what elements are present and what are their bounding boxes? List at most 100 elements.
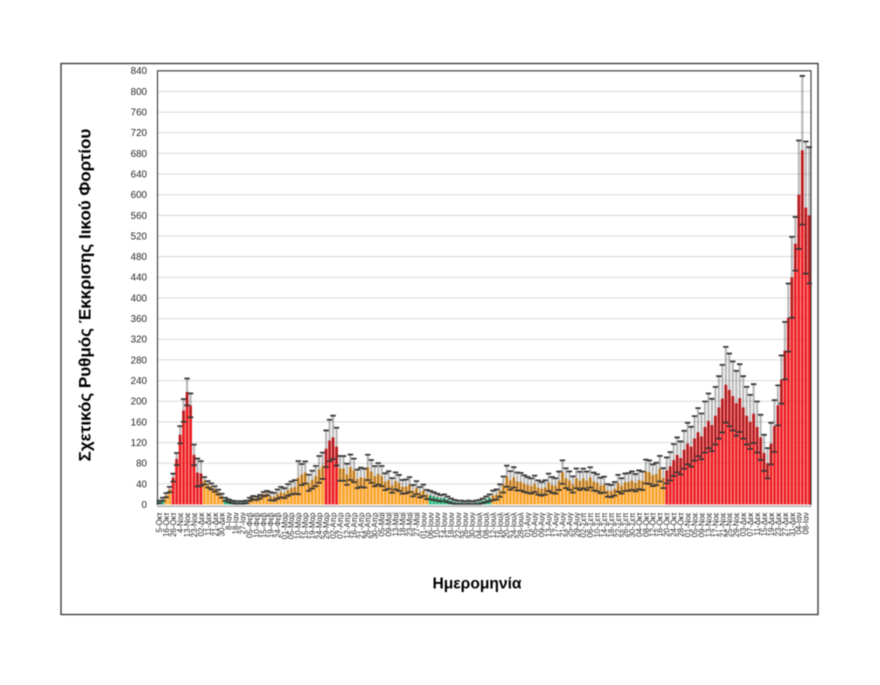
svg-text:11-Δεκ: 11-Δεκ	[753, 512, 762, 535]
svg-text:01-Νοε: 01-Νοε	[684, 512, 693, 537]
svg-text:600: 600	[131, 190, 148, 201]
svg-text:480: 480	[131, 252, 148, 263]
svg-text:360: 360	[131, 314, 148, 325]
svg-text:10-Ιουν: 10-Ιουν	[433, 512, 442, 538]
svg-text:24-Φεβ: 24-Φεβ	[273, 512, 282, 538]
svg-text:24-Μαρ: 24-Μαρ	[315, 512, 324, 539]
svg-text:28-Ιουλ: 28-Ιουλ	[517, 512, 526, 538]
svg-text:08-Ιαν: 08-Ιαν	[802, 512, 811, 534]
svg-text:04-Οκτ: 04-Οκτ	[635, 512, 644, 537]
svg-text:21-Δεκ: 21-Δεκ	[211, 512, 220, 536]
svg-text:05-Αυγ: 05-Αυγ	[531, 512, 540, 537]
svg-text:24-Ιουλ: 24-Ιουλ	[510, 512, 519, 538]
svg-text:21-Νοε: 21-Νοε	[718, 512, 727, 537]
svg-text:31-Δεκ: 31-Δεκ	[788, 512, 797, 536]
svg-text:27-Μαϊ: 27-Μαϊ	[412, 512, 421, 536]
svg-text:760: 760	[131, 108, 148, 119]
svg-text:09-Αυγ: 09-Αυγ	[538, 512, 547, 537]
svg-text:17-Νοε: 17-Νοε	[711, 512, 720, 537]
svg-text:02-Δεκ: 02-Δεκ	[197, 512, 206, 536]
svg-text:05-Νοε: 05-Νοε	[690, 512, 699, 537]
svg-text:18-Ιουν: 18-Ιουν	[447, 512, 456, 538]
svg-text:18-Ιαν: 18-Ιαν	[232, 512, 241, 534]
svg-text:13-Μαϊ: 13-Μαϊ	[392, 512, 401, 536]
svg-text:21-Αυγ: 21-Αυγ	[558, 512, 567, 537]
svg-text:200: 200	[131, 397, 148, 408]
svg-text:18-Σεπ: 18-Σεπ	[607, 512, 616, 538]
svg-text:13-Αυγ: 13-Αυγ	[544, 512, 553, 537]
svg-text:06-Ιουν: 06-Ιουν	[426, 512, 435, 538]
svg-text:05-Φεβ: 05-Φεβ	[246, 512, 255, 538]
svg-text:19-Μαρ: 19-Μαρ	[308, 512, 317, 539]
svg-text:640: 640	[131, 169, 148, 180]
svg-text:01-Ιουν: 01-Ιουν	[419, 512, 428, 538]
svg-text:01-Μαρ: 01-Μαρ	[280, 512, 289, 539]
svg-text:19-Φεβ: 19-Φεβ	[266, 512, 275, 538]
svg-text:160: 160	[131, 417, 148, 428]
svg-text:40: 40	[136, 479, 147, 490]
svg-text:05-Μαϊ: 05-Μαϊ	[378, 512, 387, 536]
svg-text:0: 0	[142, 500, 148, 511]
svg-text:13-Νοε: 13-Νοε	[704, 512, 713, 537]
svg-text:02-Σεπ: 02-Σεπ	[579, 512, 588, 538]
svg-text:24-Οκτ: 24-Οκτ	[670, 512, 679, 537]
svg-text:10-Φεβ: 10-Φεβ	[252, 512, 261, 538]
svg-text:26-Ιουν: 26-Ιουν	[461, 512, 470, 538]
svg-text:30-Σεπ: 30-Σεπ	[628, 512, 637, 538]
svg-text:Ημερομηνία: Ημερομηνία	[432, 576, 521, 593]
svg-text:14-Ιουν: 14-Ιουν	[440, 512, 449, 538]
svg-text:19-Δεκ: 19-Δεκ	[767, 512, 776, 536]
svg-text:02-Απρ: 02-Απρ	[329, 512, 338, 539]
svg-text:06-Σεπ: 06-Σεπ	[586, 512, 595, 538]
svg-text:29-Αυγ: 29-Αυγ	[572, 512, 581, 537]
svg-text:10-Μαρ: 10-Μαρ	[294, 512, 303, 539]
svg-text:20-Οκτ: 20-Οκτ	[663, 512, 672, 537]
svg-text:720: 720	[131, 128, 148, 139]
svg-text:27-Ιαν: 27-Ιαν	[239, 512, 248, 534]
svg-text:80: 80	[136, 459, 147, 470]
svg-text:04-Ιουλ: 04-Ιουλ	[475, 512, 484, 538]
svg-text:16-Απρ: 16-Απρ	[350, 512, 359, 539]
svg-text:15-Φεβ: 15-Φεβ	[259, 512, 268, 538]
svg-text:30-Ιουν: 30-Ιουν	[468, 512, 477, 538]
svg-text:09-Μαϊ: 09-Μαϊ	[385, 512, 394, 536]
svg-text:15-Μαρ: 15-Μαρ	[301, 512, 310, 539]
svg-text:120: 120	[131, 438, 148, 449]
svg-text:520: 520	[131, 231, 148, 242]
svg-text:16-Οκτ: 16-Οκτ	[656, 512, 665, 537]
svg-text:12-Ιουλ: 12-Ιουλ	[489, 512, 498, 538]
svg-text:12-Οκτ: 12-Οκτ	[649, 512, 658, 537]
svg-text:22-Ιουν: 22-Ιουν	[454, 512, 463, 538]
svg-text:30-Δεκ: 30-Δεκ	[218, 512, 227, 536]
svg-text:440: 440	[131, 273, 148, 284]
svg-text:22-Σεπ: 22-Σεπ	[614, 512, 623, 538]
svg-text:5-Οκτ: 5-Οκτ	[155, 512, 164, 533]
svg-text:23-Μαϊ: 23-Μαϊ	[405, 512, 414, 536]
svg-text:21-Απρ: 21-Απρ	[357, 512, 366, 539]
svg-text:15-Δεκ: 15-Δεκ	[760, 512, 769, 536]
svg-text:23-Νοε: 23-Νοε	[190, 512, 199, 537]
svg-text:Σχετικός Ρυθμός Έκκρισης Ιικού: Σχετικός Ρυθμός Έκκρισης Ιικού Φορτίου	[76, 129, 95, 462]
svg-text:08-Οκτ: 08-Οκτ	[642, 512, 651, 537]
svg-text:25-Νοε: 25-Νοε	[725, 512, 734, 537]
svg-text:26-Οκτ: 26-Οκτ	[169, 512, 178, 537]
svg-text:26-Απρ: 26-Απρ	[364, 512, 373, 539]
svg-text:01-Αυγ: 01-Αυγ	[524, 512, 533, 537]
svg-text:16-Οκτ: 16-Οκτ	[162, 512, 171, 537]
svg-text:25-Αυγ: 25-Αυγ	[565, 512, 574, 537]
svg-text:13-Νοε: 13-Νοε	[183, 512, 192, 537]
svg-text:27-Δεκ: 27-Δεκ	[781, 512, 790, 536]
svg-text:28-Οκτ: 28-Οκτ	[677, 512, 686, 537]
svg-text:07-Δεκ: 07-Δεκ	[746, 512, 755, 536]
svg-text:26-Σεπ: 26-Σεπ	[621, 512, 630, 538]
svg-text:800: 800	[131, 87, 148, 98]
svg-text:23-Δεκ: 23-Δεκ	[774, 512, 783, 536]
svg-text:30-Απρ: 30-Απρ	[371, 512, 380, 539]
svg-text:07-Απρ: 07-Απρ	[336, 512, 345, 539]
svg-text:560: 560	[131, 211, 148, 222]
svg-text:08-Ιουλ: 08-Ιουλ	[482, 512, 491, 538]
svg-text:680: 680	[131, 149, 148, 160]
svg-text:16-Ιουλ: 16-Ιουλ	[496, 512, 505, 538]
svg-text:8-Ιαν: 8-Ιαν	[225, 512, 234, 530]
svg-text:280: 280	[131, 355, 148, 366]
